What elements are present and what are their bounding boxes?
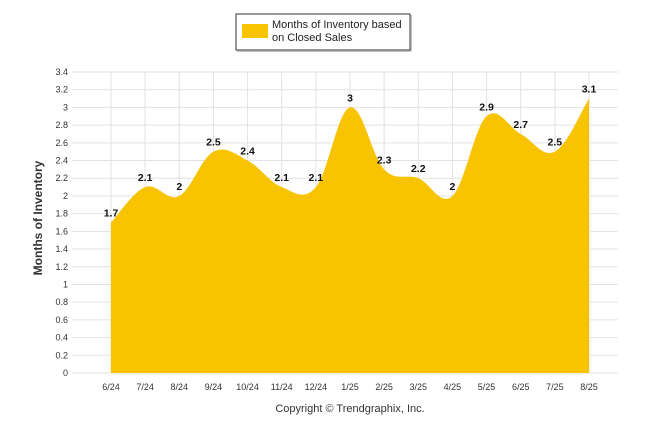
data-labels: 1.7 2.1 2 2.5 2.4 2.1 2.1 3 2.3 2.2 2 2.9 2.7 2.5 3.1 [104,84,597,220]
x-tick-label: 6/25 [512,382,530,392]
y-tick-label: 2.2 [55,173,68,183]
y-tick-label: 3.2 [55,85,68,95]
y-tick-label: 2.4 [55,156,68,166]
series-area [111,98,589,373]
x-tick-label: 7/25 [546,382,564,392]
legend: Months of Inventory based on Closed Sale… [235,13,412,52]
x-tick-label: 4/25 [444,382,462,392]
data-label: 2 [176,181,182,193]
data-label: 2 [450,181,456,193]
legend-label-line1: Months of Inventory based [272,19,402,31]
x-axis-ticks: 6/24 7/24 8/24 9/24 10/24 11/24 12/24 1/25 2/25 3… [102,382,598,392]
y-tick-label: 1.4 [55,244,68,254]
data-label: 2.9 [479,101,494,113]
x-tick-label: 9/24 [205,382,223,392]
x-tick-label: 11/24 [271,382,293,392]
data-label: 2.5 [206,137,221,149]
data-label: 2.3 [377,154,392,166]
x-tick-label: 3/25 [410,382,428,392]
y-tick-label: 0.8 [55,297,68,307]
y-tick-label: 2 [63,191,68,201]
data-label: 2.1 [309,172,324,184]
y-tick-label: 1.8 [55,209,68,219]
data-label: 2.4 [240,146,255,158]
x-tick-label: 10/24 [236,382,259,392]
x-tick-label: 8/25 [580,382,598,392]
x-tick-label: 1/25 [341,382,359,392]
data-label: 2.5 [548,137,563,149]
legend-swatch [242,24,268,38]
data-label: 2.7 [513,119,528,131]
y-tick-label: 1.6 [55,226,68,236]
x-tick-label: 7/24 [136,382,154,392]
y-tick-label: 1.2 [55,262,68,272]
y-axis-label: Months of Inventory [31,160,45,275]
data-label: 2.2 [411,163,426,175]
y-tick-label: 3.4 [55,67,68,77]
y-tick-label: 2.6 [55,138,68,148]
data-label: 2.1 [274,172,289,184]
y-tick-label: 0.2 [55,350,68,360]
x-tick-label: 2/25 [375,382,393,392]
y-tick-label: 1 [63,279,68,289]
x-tick-label: 6/24 [102,382,120,392]
data-label: 3 [347,92,353,104]
x-tick-label: 8/24 [171,382,189,392]
x-tick-label: 5/25 [478,382,496,392]
y-tick-label: 0.6 [55,315,68,325]
y-tick-label: 2.8 [55,120,68,130]
y-tick-label: 0.4 [55,333,68,343]
legend-label-line2: on Closed Sales [272,32,353,44]
y-axis-ticks: 0 0.2 0.4 0.6 0.8 1 1.2 1.4 1.6 1.8 2 2.2 2.4 2.6 2.8 3… [55,67,68,378]
data-label: 1.7 [104,208,119,220]
data-label: 2.1 [138,172,153,184]
x-tick-label: 12/24 [305,382,328,392]
copyright-text: Copyright © Trendgraphix, Inc. [275,403,424,415]
y-tick-label: 3 [63,102,68,112]
data-label: 3.1 [582,84,597,96]
y-tick-label: 0 [63,368,68,378]
